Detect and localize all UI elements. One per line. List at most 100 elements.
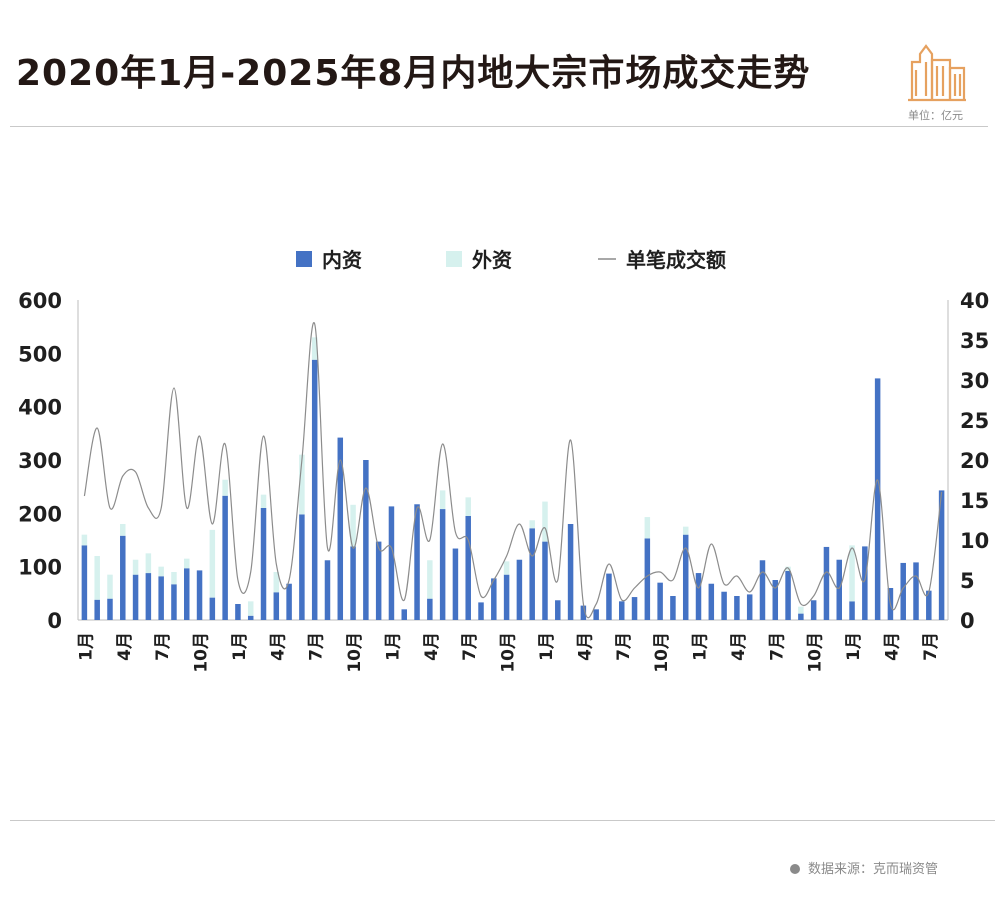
bar-domestic [798,613,804,620]
bar-foreign [171,572,177,585]
bar-domestic [900,562,906,620]
y-left-tick-label: 0 [47,609,62,633]
bar-foreign [439,490,446,510]
x-tick-label: 4月 [575,632,595,661]
bar-domestic [414,504,420,620]
unit-label: 单位：亿元 [908,109,963,122]
bar-foreign [849,545,855,602]
x-tick-label: 1月 [230,632,250,661]
source-note: 数据来源：克而瑞资管 [789,858,938,877]
title-divider [10,126,988,127]
bar-foreign [273,572,280,593]
page-title: 2020年1月-2025年8月内地大宗市场成交走势 [16,53,811,94]
bar-domestic [260,508,267,620]
y-right-tick-label: 15 [960,489,989,513]
bar-domestic [350,546,356,620]
bar-domestic [772,580,779,620]
bar-domestic [235,604,241,620]
legend-swatch-foreign [446,251,462,267]
bar-domestic [619,601,625,620]
bar-foreign [120,524,126,536]
bar-domestic [491,578,497,620]
bar-domestic [785,570,791,620]
source-text: 数据来源：克而瑞资管 [807,862,938,877]
bar-domestic [606,573,612,620]
bar-domestic [196,570,203,620]
legend-label-line: 单笔成交额 [626,248,726,272]
x-tick-label: 7月 [153,632,173,661]
bar-domestic [107,598,113,620]
x-tick-label: 1月 [383,632,403,661]
bar-domestic [120,535,126,620]
bar-domestic [81,545,88,620]
bar-domestic [503,574,510,620]
bar-domestic [836,559,842,620]
bar-domestic [337,437,344,620]
bar-foreign [682,526,689,535]
bar-domestic [849,601,855,620]
x-tick-label: 10月 [652,632,672,673]
bar-foreign [222,479,228,496]
bar-domestic [542,541,548,620]
bar-domestic [452,548,459,620]
bar-foreign [145,553,152,574]
bar-domestic [938,490,945,620]
series-line-avg-deal [83,322,943,619]
x-tick-label: 7月 [614,632,634,661]
bar-domestic [286,583,292,620]
bar-foreign [132,559,139,575]
bar-domestic [580,605,587,620]
bar-foreign [529,520,535,529]
bar-domestic [427,598,433,620]
legend-label-foreign: 外资 [472,248,512,272]
bar-foreign [350,504,356,547]
bar-foreign [427,560,433,599]
bar-foreign [465,497,471,516]
y-left-tick-label: 400 [18,396,62,420]
bar-domestic [158,576,164,620]
bar-domestic [299,514,305,620]
bar-domestic [516,559,523,620]
x-tick-label: 4月 [115,632,135,661]
bar-domestic [759,560,766,620]
y-right-tick-label: 25 [960,409,989,433]
bar-domestic [465,516,471,620]
bar-domestic [529,528,535,620]
bar-domestic [823,546,830,620]
y-right-tick-label: 0 [960,609,975,633]
bar-domestic [388,506,395,620]
bar-domestic [708,583,715,620]
y-right-tick-label: 10 [960,529,989,553]
bar-foreign [107,574,113,599]
bar-foreign [260,494,267,508]
bar-foreign [158,566,164,577]
y-right-tick-label: 5 [960,569,975,593]
bar-domestic [746,594,753,620]
bar-domestic [926,590,932,620]
bar-foreign [785,566,791,571]
bar-domestic [363,460,369,620]
y-left-tick-label: 100 [18,556,62,580]
bar-domestic [721,591,727,620]
bar-domestic [734,596,740,620]
x-tick-label: 10月 [192,632,212,673]
bar-domestic [913,562,919,620]
x-tick-label: 1月 [844,632,864,661]
bar-foreign [798,606,804,614]
bar-domestic [657,582,663,620]
x-tick-label: 1月 [76,632,96,661]
bar-foreign [94,556,100,600]
bullet-icon [789,864,800,874]
bar-foreign [247,601,254,616]
x-tick-label: 7月 [307,632,327,661]
bar-domestic [184,568,190,620]
bar-foreign [184,558,190,569]
bar-foreign [209,529,216,598]
bar-domestic [375,541,382,620]
bar-foreign [81,534,88,546]
bar-domestic [631,597,638,620]
x-tick-label: 4月 [729,632,749,661]
bar-domestic [222,495,228,620]
legend-label-domestic: 内资 [322,248,362,272]
